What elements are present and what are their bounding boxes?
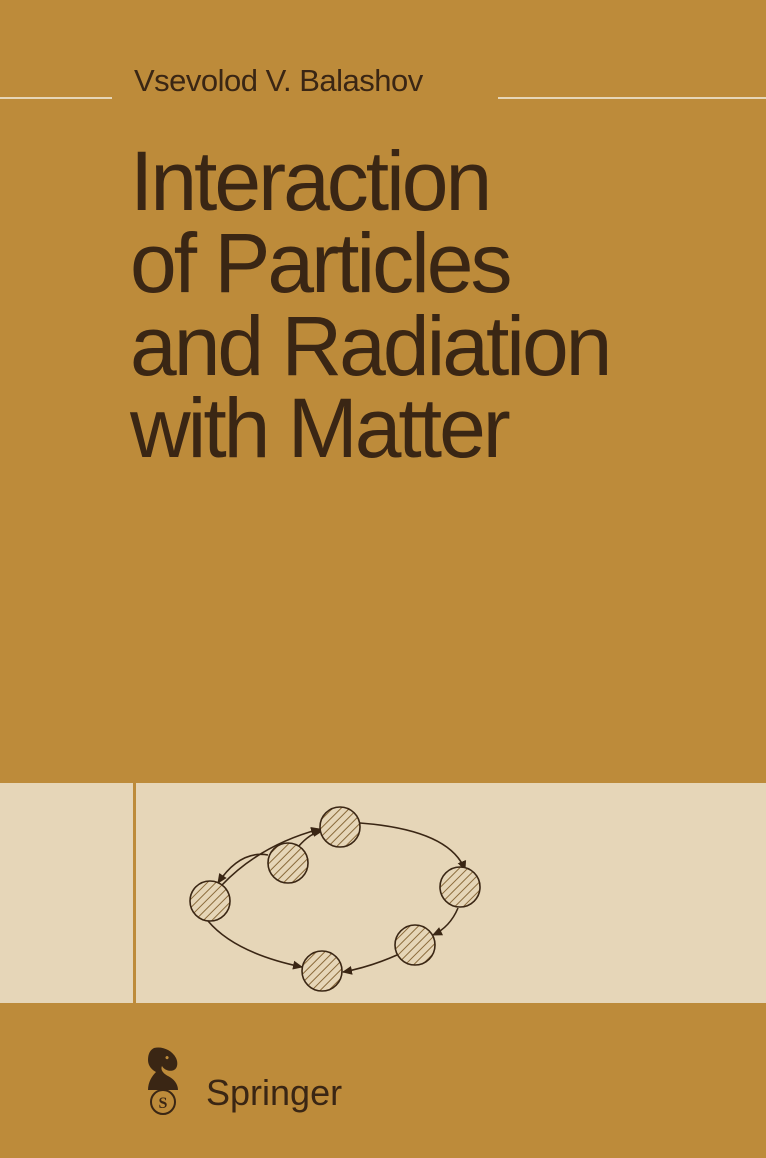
title-line-1: of Particles xyxy=(130,216,510,310)
author-name: Vsevolod V. Balashov xyxy=(134,63,423,99)
band-divider xyxy=(133,783,136,1003)
publisher-name: Springer xyxy=(206,1072,342,1116)
title-line-3: with Matter xyxy=(130,381,508,475)
top-rule-left xyxy=(0,97,112,99)
top-rule-right xyxy=(498,97,766,99)
springer-logo-icon: S xyxy=(134,1044,192,1116)
book-cover: Vsevolod V. Balashov Interactionof Parti… xyxy=(0,0,766,1158)
particle-diagram xyxy=(150,795,510,993)
title-line-0: Interaction xyxy=(130,134,489,228)
book-title: Interactionof Particlesand Radiationwith… xyxy=(130,140,609,469)
title-line-2: and Radiation xyxy=(130,299,609,393)
publisher-row: S Springer xyxy=(134,1044,342,1116)
svg-text:S: S xyxy=(159,1095,168,1112)
